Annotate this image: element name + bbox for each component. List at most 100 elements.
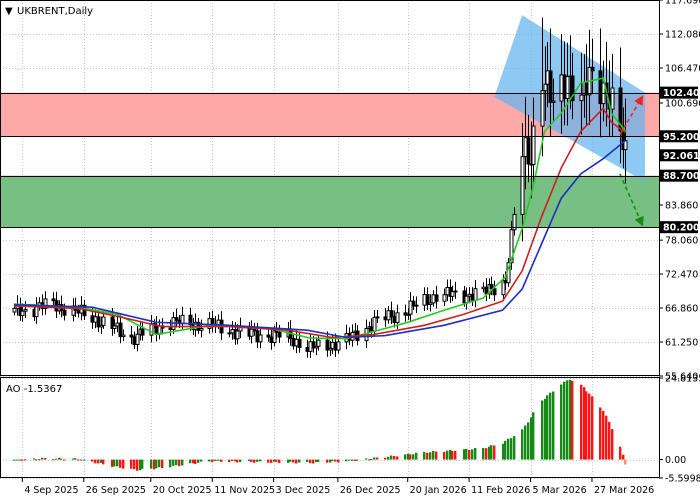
ao-bar — [83, 459, 86, 461]
candle — [489, 276, 494, 296]
ao-bar — [471, 449, 474, 460]
ao-bar — [161, 459, 164, 469]
time-tick-label: 27 Mar 2026 — [594, 485, 654, 496]
ao-bar — [97, 459, 100, 464]
time-tick-label: 5 Mar 2026 — [533, 485, 587, 496]
candle — [140, 322, 145, 341]
ao-bar — [566, 380, 569, 460]
ao-bar — [72, 458, 75, 460]
ao-bar — [175, 459, 178, 466]
ao-bar — [474, 448, 477, 460]
ao-bar — [80, 459, 83, 461]
candle — [531, 97, 536, 188]
price-tick-label: 106.470 — [665, 63, 700, 74]
candle — [227, 327, 232, 338]
ao-bar — [373, 457, 376, 460]
time-tick-label: 11 Nov 2025 — [214, 485, 275, 496]
ao-bar — [197, 459, 200, 463]
medium-ma-line — [13, 107, 626, 339]
candle — [43, 291, 48, 315]
ao-bar — [527, 422, 530, 460]
price-level-label: 80.200 — [663, 223, 700, 234]
ao-bar — [315, 459, 318, 463]
ao-bar — [273, 459, 276, 462]
ao-grid — [0, 378, 659, 479]
candle — [121, 329, 126, 342]
ao-title: AO -1.5367 — [6, 384, 62, 395]
ao-bar — [530, 417, 533, 460]
ao-bar — [200, 459, 203, 462]
candle — [548, 28, 553, 137]
ao-bar — [55, 458, 58, 460]
ao-bar — [368, 459, 371, 461]
ao-bar — [52, 459, 55, 461]
ao-bar — [429, 452, 432, 460]
candle — [249, 320, 254, 344]
price-tick-label: 72.470 — [665, 270, 698, 281]
ao-bar — [415, 452, 418, 460]
ao-bar — [390, 455, 393, 460]
ao-bar — [119, 459, 122, 468]
candle — [411, 296, 416, 311]
ao-bar — [211, 459, 214, 463]
price-level-tag — [660, 130, 698, 143]
candle — [442, 288, 447, 307]
ao-histogram — [13, 379, 627, 471]
ao-bar — [24, 459, 27, 461]
ao-bar — [150, 459, 153, 469]
ao-bar — [253, 459, 256, 463]
current-price-label: 92.061 — [663, 151, 700, 162]
ao-bar — [77, 459, 80, 461]
ao-bar — [396, 456, 399, 460]
ao-bar — [217, 459, 220, 461]
ao-bar — [426, 452, 429, 460]
ao-bar — [619, 446, 622, 460]
candle — [277, 324, 282, 343]
ao-bar — [326, 459, 329, 463]
ao-bar — [583, 387, 586, 460]
ao-bar — [608, 421, 611, 460]
ao-bar — [488, 446, 491, 460]
candle — [448, 279, 453, 303]
ao-bar — [560, 384, 563, 460]
ao-bar — [443, 451, 446, 460]
ao-bar — [599, 407, 602, 460]
price-tick-label: 55.640 — [665, 372, 698, 383]
ao-bar — [591, 396, 594, 460]
ao-bar — [60, 458, 63, 460]
candle — [51, 292, 56, 307]
symbol-menu-arrow[interactable]: ▼ — [5, 6, 13, 17]
time-axis: 4 Sep 2025 26 Sep 2025 20 Oct 2025 11 Nov 2… — [21, 478, 654, 496]
price-tick-label: 66.860 — [665, 304, 698, 315]
ao-bar — [432, 450, 435, 460]
ao-bar — [169, 459, 172, 468]
ao-bar — [365, 458, 368, 460]
ao-bar — [181, 459, 184, 466]
ao-bar — [585, 391, 588, 460]
ao-bar — [74, 458, 77, 460]
ao-bar — [334, 459, 337, 462]
candle — [174, 308, 179, 328]
candle — [135, 325, 140, 352]
ao-bar — [16, 459, 19, 461]
ao-bar — [172, 459, 175, 466]
ao-bar — [337, 459, 340, 463]
ao-tick-label: -5.5998 — [665, 474, 700, 485]
time-tick-label: 26 Dec 2025 — [340, 485, 401, 496]
ao-bar — [387, 456, 390, 460]
ao-bar — [208, 459, 211, 462]
candle — [199, 319, 204, 338]
ao-bar — [194, 459, 197, 464]
ao-bar — [493, 445, 496, 460]
candles — [12, 17, 628, 358]
candle — [266, 329, 271, 342]
ao-bar — [504, 440, 507, 460]
ao-bar — [563, 381, 566, 460]
ao-bar — [231, 459, 234, 461]
ao-bar — [510, 438, 513, 460]
ao-bar — [102, 459, 105, 465]
ao-bar — [63, 459, 66, 461]
ao-pane-frame — [0, 377, 660, 478]
ao-bar — [58, 457, 61, 460]
